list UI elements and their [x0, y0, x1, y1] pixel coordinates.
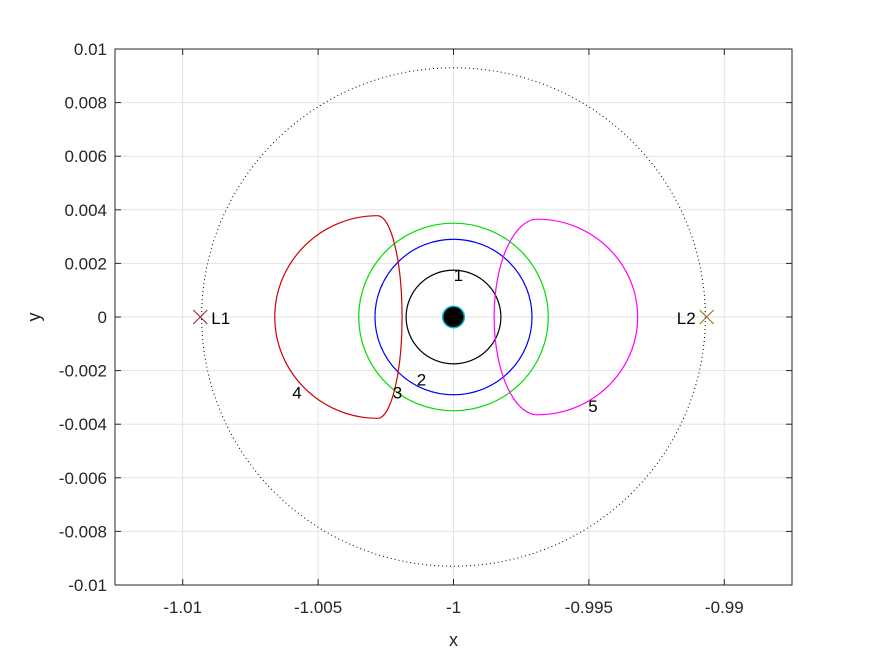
orbit-label-3: 3 — [393, 384, 402, 403]
orbit-label-5: 5 — [588, 397, 597, 416]
central-body — [441, 305, 466, 329]
y-tick-label: -0.004 — [59, 415, 107, 434]
y-tick-label: 0 — [98, 308, 107, 327]
lagrange-point-l1: L1 — [192, 309, 230, 328]
orbit-1 — [405, 269, 502, 365]
orbit-5 — [493, 218, 639, 416]
orbit-label-4: 4 — [292, 384, 301, 403]
y-tick-label: 0.006 — [64, 147, 107, 166]
hill-sphere-boundary — [201, 67, 706, 567]
cross-marker — [699, 309, 715, 325]
orbit-4 — [274, 215, 403, 419]
orbit-label-2: 2 — [417, 370, 426, 389]
lagrange-label-l1: L1 — [211, 309, 230, 328]
ticks: -1.01 -1.005 -1 -0.995 -0.99 0.01 0.008 0.006 0.… — [59, 40, 792, 617]
y-tick-label: -0.01 — [68, 576, 107, 595]
cross-marker — [192, 309, 208, 325]
y-tick-label: -0.002 — [59, 362, 107, 381]
y-tick-label: 0.008 — [64, 94, 107, 113]
orbit-2 — [374, 238, 533, 396]
y-tick-label: 0.01 — [74, 40, 107, 59]
x-tick-label: -1.01 — [163, 598, 202, 617]
y-tick-label: 0.002 — [64, 254, 107, 273]
y-axis-label: y — [24, 313, 44, 322]
x-tick-label: -1 — [446, 598, 461, 617]
x-axis-label: x — [449, 630, 458, 650]
orbit-3 — [358, 222, 549, 412]
y-tick-label: 0.004 — [64, 201, 107, 220]
y-tick-label: -0.008 — [59, 522, 107, 541]
x-tick-label: -0.995 — [565, 598, 613, 617]
x-tick-label: -0.99 — [705, 598, 744, 617]
y-tick-label: -0.006 — [59, 469, 107, 488]
orbit-label-1: 1 — [454, 266, 463, 285]
lagrange-label-l2: L2 — [677, 309, 696, 328]
lagrange-point-l2: L2 — [677, 309, 715, 328]
x-tick-label: -1.005 — [294, 598, 342, 617]
